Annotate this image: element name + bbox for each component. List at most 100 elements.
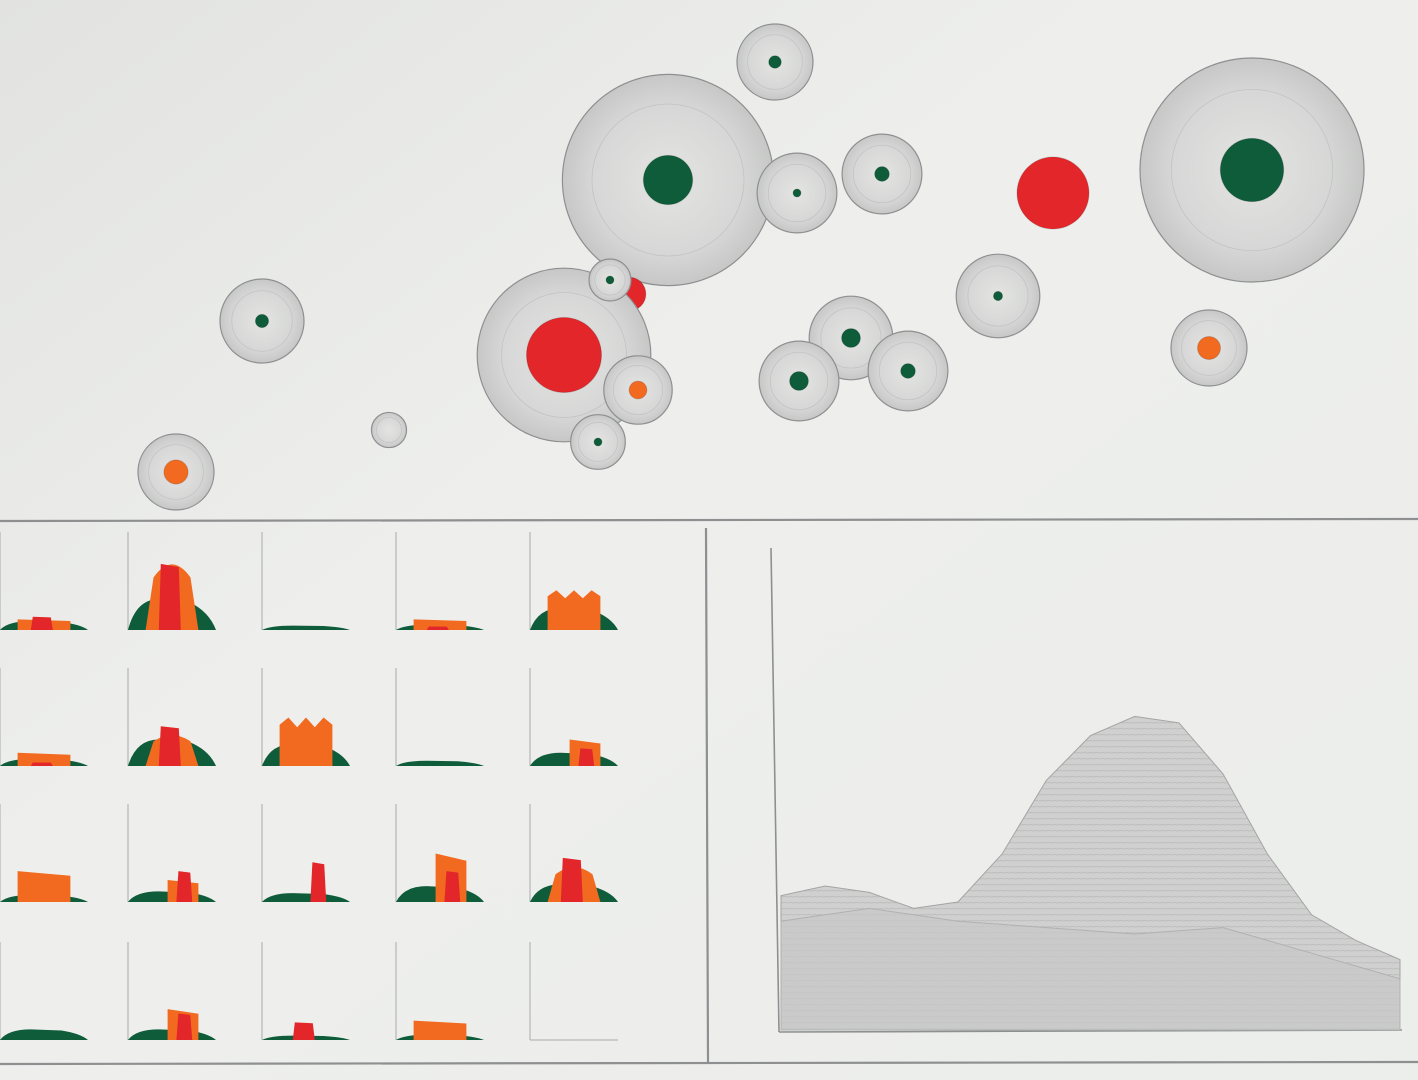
bubble-16: [1170, 309, 1248, 387]
bubble-6-core: [1219, 137, 1285, 203]
bubble-1-core: [768, 55, 782, 69]
mini-6-orange-layer: [17, 752, 71, 766]
bubble-14-halo-ring: [878, 341, 938, 401]
mini-13-green-layer: [262, 893, 350, 902]
bubble-19: [137, 433, 215, 511]
bubble-3: [756, 152, 838, 234]
bubble-11-halo-ring: [501, 292, 627, 418]
mini-3: [261, 532, 350, 630]
divider-vertical: [704, 527, 710, 1063]
bubble-7-halo-ring: [231, 290, 293, 352]
mini-9: [395, 668, 484, 766]
mini-14: [395, 804, 484, 902]
mini-2-red-layer: [158, 563, 181, 630]
bubble-10-halo-ring: [967, 265, 1029, 327]
mini-5: [529, 532, 618, 630]
mini-12-red-layer: [176, 871, 193, 902]
mini-9-green-layer: [396, 760, 484, 766]
bubble-9-halo-ring: [820, 307, 882, 369]
mini-16-green-layer: [0, 1029, 88, 1040]
mini-6-red-layer: [30, 762, 53, 766]
bubble-18: [588, 258, 632, 302]
divider-horizontal: [0, 517, 1418, 523]
bubble-14: [867, 330, 949, 412]
mini-11: [0, 804, 88, 902]
mini-10: [529, 668, 618, 766]
mini-13-red-layer: [310, 862, 327, 902]
bubble-3-core: [792, 188, 802, 198]
mini-20: [529, 942, 618, 1041]
bottom-border: [0, 1060, 1418, 1066]
bubble-10-core: [992, 290, 1004, 302]
panel-frames: [0, 517, 1418, 1066]
area-chart: [780, 715, 1401, 1031]
mini-17-red-layer: [176, 1013, 193, 1040]
bubble-11-core: [525, 316, 603, 394]
bubble-1-halo-ring: [747, 34, 803, 90]
bubble-4-halo-ring: [852, 144, 912, 204]
bubble-15-core: [628, 380, 648, 400]
bubble-9-core: [841, 328, 861, 348]
mini-11-orange-layer: [17, 871, 71, 902]
bubble-cluster: [137, 23, 1365, 511]
mini-7-red-layer: [158, 726, 181, 766]
mini-7: [127, 668, 216, 766]
mini-4-red-layer: [426, 626, 449, 630]
bubble-12-core: [593, 437, 603, 447]
mini-1: [0, 532, 88, 630]
mini-4: [395, 532, 484, 630]
small-multiples-grid: [0, 532, 618, 1041]
mini-3-green-layer: [262, 625, 350, 630]
bubble-12-halo-ring: [577, 421, 619, 463]
bubble-13-core: [789, 371, 809, 391]
mini-12: [127, 804, 216, 902]
mini-1-red-layer: [30, 616, 53, 630]
bubble-16-halo-ring: [1181, 320, 1237, 376]
bubble-5-core: [1016, 156, 1090, 230]
bubble-1: [736, 23, 814, 101]
bubble-6: [1139, 57, 1365, 283]
mini-10-red-layer: [578, 748, 595, 766]
bubble-19-core: [163, 459, 189, 485]
mini-8: [261, 668, 350, 766]
bubble-17-halo-ring: [375, 416, 403, 444]
bubble-7: [219, 278, 305, 364]
mini-13: [261, 804, 350, 902]
mini-15: [529, 804, 618, 902]
bubble-3-halo-ring: [767, 163, 827, 223]
right-panel-axis-y: [770, 547, 780, 1033]
bubble-18-core: [605, 275, 615, 285]
bubble-6-halo-ring: [1170, 88, 1334, 252]
bubble-12: [570, 414, 626, 470]
mini-19-orange-layer: [413, 1020, 467, 1040]
mini-14-red-layer: [444, 871, 461, 902]
mini-2: [127, 532, 216, 630]
bubble-15-halo-ring: [612, 364, 664, 416]
bubble-18-halo-ring: [594, 264, 626, 296]
bubble-14-core: [900, 363, 916, 379]
bubble-7-core: [254, 313, 270, 329]
bubble-10: [955, 253, 1041, 339]
bubble-17: [370, 411, 408, 449]
bubble-2-halo-ring: [591, 103, 745, 257]
mini-5-orange-layer: [547, 590, 601, 630]
bubble-2-core: [642, 154, 694, 206]
mini-19: [395, 942, 484, 1040]
bubble-4-core: [874, 166, 890, 182]
bubble-19-halo-ring: [148, 444, 204, 500]
area-front-series: [780, 907, 1401, 1031]
mini-17: [127, 942, 216, 1040]
bubble-15: [603, 355, 673, 425]
mini-4-orange-layer: [413, 619, 467, 630]
bubble-13-halo-ring: [769, 351, 829, 411]
mini-18-red-layer: [292, 1022, 315, 1040]
bubble-16-core: [1197, 336, 1221, 360]
bubble-13: [758, 340, 840, 422]
mini-6: [0, 668, 88, 766]
mini-16: [0, 942, 88, 1040]
bubble-4: [841, 133, 923, 215]
mini-18: [261, 942, 350, 1040]
mini-8-orange-layer: [279, 717, 333, 766]
bubble-2: [561, 73, 775, 287]
